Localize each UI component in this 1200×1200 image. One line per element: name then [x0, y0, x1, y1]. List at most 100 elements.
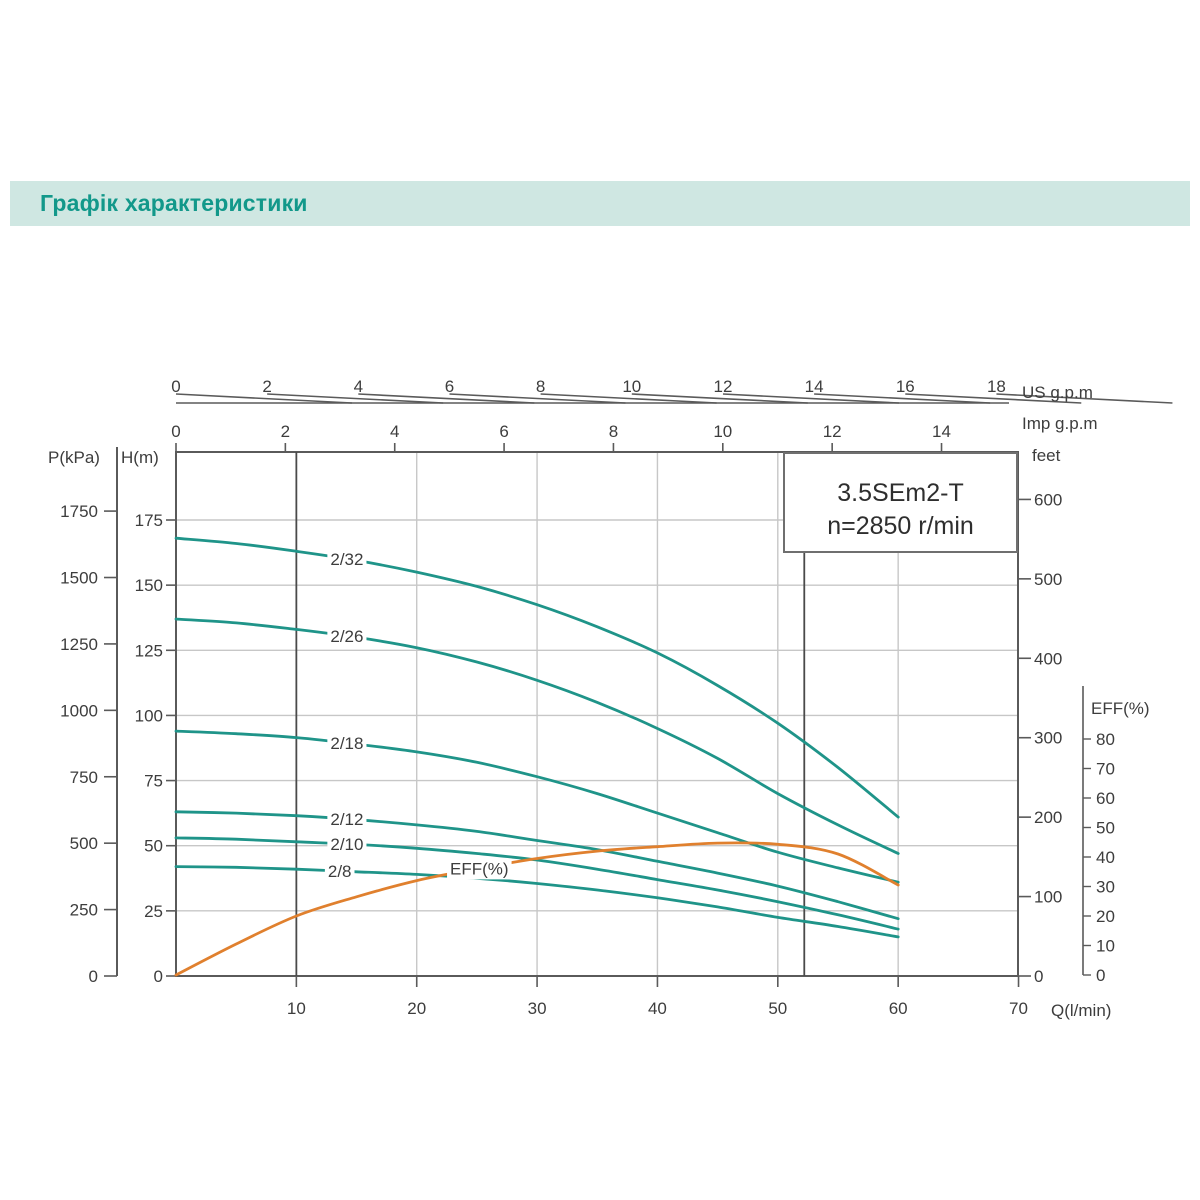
- curve-210: [174, 836, 900, 931]
- imp-gpm-axis: 0 2 4 6 8 10 12 14: [171, 422, 951, 452]
- feet-tick-label: 500: [1034, 570, 1062, 589]
- imp-tick-label: 6: [499, 422, 508, 441]
- us-tick-label: 12: [713, 377, 732, 396]
- plot-border: [175, 451, 1019, 977]
- eff-tick-label: 20: [1096, 907, 1115, 926]
- us-tick-label: 4: [354, 377, 363, 396]
- q-tick-label: 40: [648, 999, 667, 1018]
- q-tick-label: 70: [1009, 999, 1028, 1018]
- feet-tick-label: 200: [1034, 808, 1062, 827]
- h-tick-label: 175: [135, 511, 163, 530]
- flow-axis-title: Q(l/min): [1051, 1001, 1112, 1020]
- h-tick-label: 50: [144, 837, 163, 856]
- us-tick: [722, 393, 900, 404]
- us-tick: [358, 393, 535, 404]
- curve-labels: 2/32 2/26 2/18 2/12 2/10 2/8 EFF(%): [324, 548, 512, 883]
- head-axis: 0 25 50 75 100 125 150 175: [135, 511, 176, 986]
- us-tick-label: 2: [262, 377, 271, 396]
- eff-tick-label: 80: [1096, 730, 1115, 749]
- curve-232: [174, 536, 900, 819]
- us-tick-label: 6: [445, 377, 454, 396]
- h-tick-label: 125: [135, 641, 163, 660]
- curve-label-226: 2/26: [330, 627, 363, 646]
- curve-label-28: 2/8: [328, 862, 352, 881]
- eff-tick-label: 70: [1096, 760, 1115, 779]
- imp-tick-label: 4: [390, 422, 399, 441]
- curve-label-218: 2/18: [330, 734, 363, 753]
- p-tick-label: 750: [70, 768, 98, 787]
- us-tick-label: 18: [987, 377, 1006, 396]
- model-speed: n=2850 r/min: [827, 511, 974, 540]
- curve-label-bg: [327, 833, 367, 855]
- feet-tick-label: 100: [1034, 888, 1062, 907]
- q-tick-label: 30: [528, 999, 547, 1018]
- us-tick: [996, 393, 1173, 404]
- us-tick-label: 16: [896, 377, 915, 396]
- h-tick-label: 150: [135, 576, 163, 595]
- flow-axis: 10 20 30 40 50 60 70: [287, 976, 1028, 1018]
- curve-label-bg: [327, 626, 367, 648]
- pressure-axis-title: P(kPa): [48, 448, 100, 467]
- p-tick-label: 1250: [60, 635, 98, 654]
- eff-axis: 0 10 20 30 40 50 60 70 80: [1082, 686, 1115, 985]
- us-tick: [540, 393, 717, 404]
- feet-axis: 0 100 200 300 400 500 600: [1018, 490, 1062, 986]
- curve-label-bg: [324, 861, 355, 883]
- curve-212: [174, 810, 900, 921]
- feet-tick-label: 600: [1034, 490, 1062, 509]
- us-gpm-axis: 0 2 4 6 8 10 12 14 16 18: [171, 377, 1173, 404]
- feet-axis-title: feet: [1032, 446, 1061, 465]
- q-tick-label: 10: [287, 999, 306, 1018]
- page-title: Графік характеристики: [40, 190, 308, 216]
- curve-226: [174, 617, 900, 855]
- curve-label-212: 2/12: [330, 810, 363, 829]
- model-name: 3.5SEm2-T: [837, 478, 964, 507]
- h-tick-label: 25: [144, 902, 163, 921]
- curves: [174, 536, 900, 977]
- curve-label-bg: [327, 733, 367, 755]
- us-tick: [631, 393, 808, 404]
- p-tick-label: 500: [70, 834, 98, 853]
- curve-EFF: [174, 841, 900, 977]
- p-tick-label: 250: [70, 901, 98, 920]
- us-tick: [814, 393, 991, 404]
- head-axis-title: H(m): [121, 448, 159, 467]
- curve-label-bg: [447, 858, 512, 880]
- eff-axis-title: EFF(%): [1091, 699, 1150, 718]
- q-tick-label: 60: [889, 999, 908, 1018]
- title-banner: Графік характеристики: [10, 181, 1190, 226]
- model-info-box: 3.5SEm2-T n=2850 r/min: [783, 452, 1018, 553]
- p-tick-label: 0: [89, 967, 98, 986]
- eff-tick-label: 0: [1096, 966, 1105, 985]
- h-tick-label: 0: [154, 967, 163, 986]
- imp-tick-label: 2: [281, 422, 290, 441]
- us-tick: [175, 393, 353, 404]
- pressure-axis: 0 250 500 750 1000 1250 1500 1750: [60, 447, 118, 986]
- p-tick-label: 1750: [60, 502, 98, 521]
- us-tick: [267, 393, 444, 404]
- q-tick-label: 50: [768, 999, 787, 1018]
- imp-gpm-axis-title: Imp g.p.m: [1022, 414, 1098, 433]
- curve-label-bg: [327, 548, 367, 570]
- us-tick-label: 0: [171, 377, 180, 396]
- p-tick-label: 1000: [60, 701, 98, 720]
- imp-tick-label: 0: [171, 422, 180, 441]
- h-tick-label: 100: [135, 706, 163, 725]
- h-tick-label: 75: [144, 772, 163, 791]
- curve-label-bg: [327, 809, 367, 831]
- eff-tick-label: 60: [1096, 789, 1115, 808]
- us-tick-label: 8: [536, 377, 545, 396]
- curve-28: [174, 865, 900, 939]
- q-tick-label: 20: [407, 999, 426, 1018]
- us-tick-label: 10: [622, 377, 641, 396]
- imp-tick-label: 10: [713, 422, 732, 441]
- us-tick: [905, 393, 1082, 404]
- feet-tick-label: 0: [1034, 967, 1043, 986]
- eff-tick-label: 10: [1096, 937, 1115, 956]
- curve-218: [174, 729, 900, 884]
- imp-tick-label: 12: [823, 422, 842, 441]
- curve-label-EFF: EFF(%): [450, 859, 509, 878]
- us-tick: [449, 393, 626, 404]
